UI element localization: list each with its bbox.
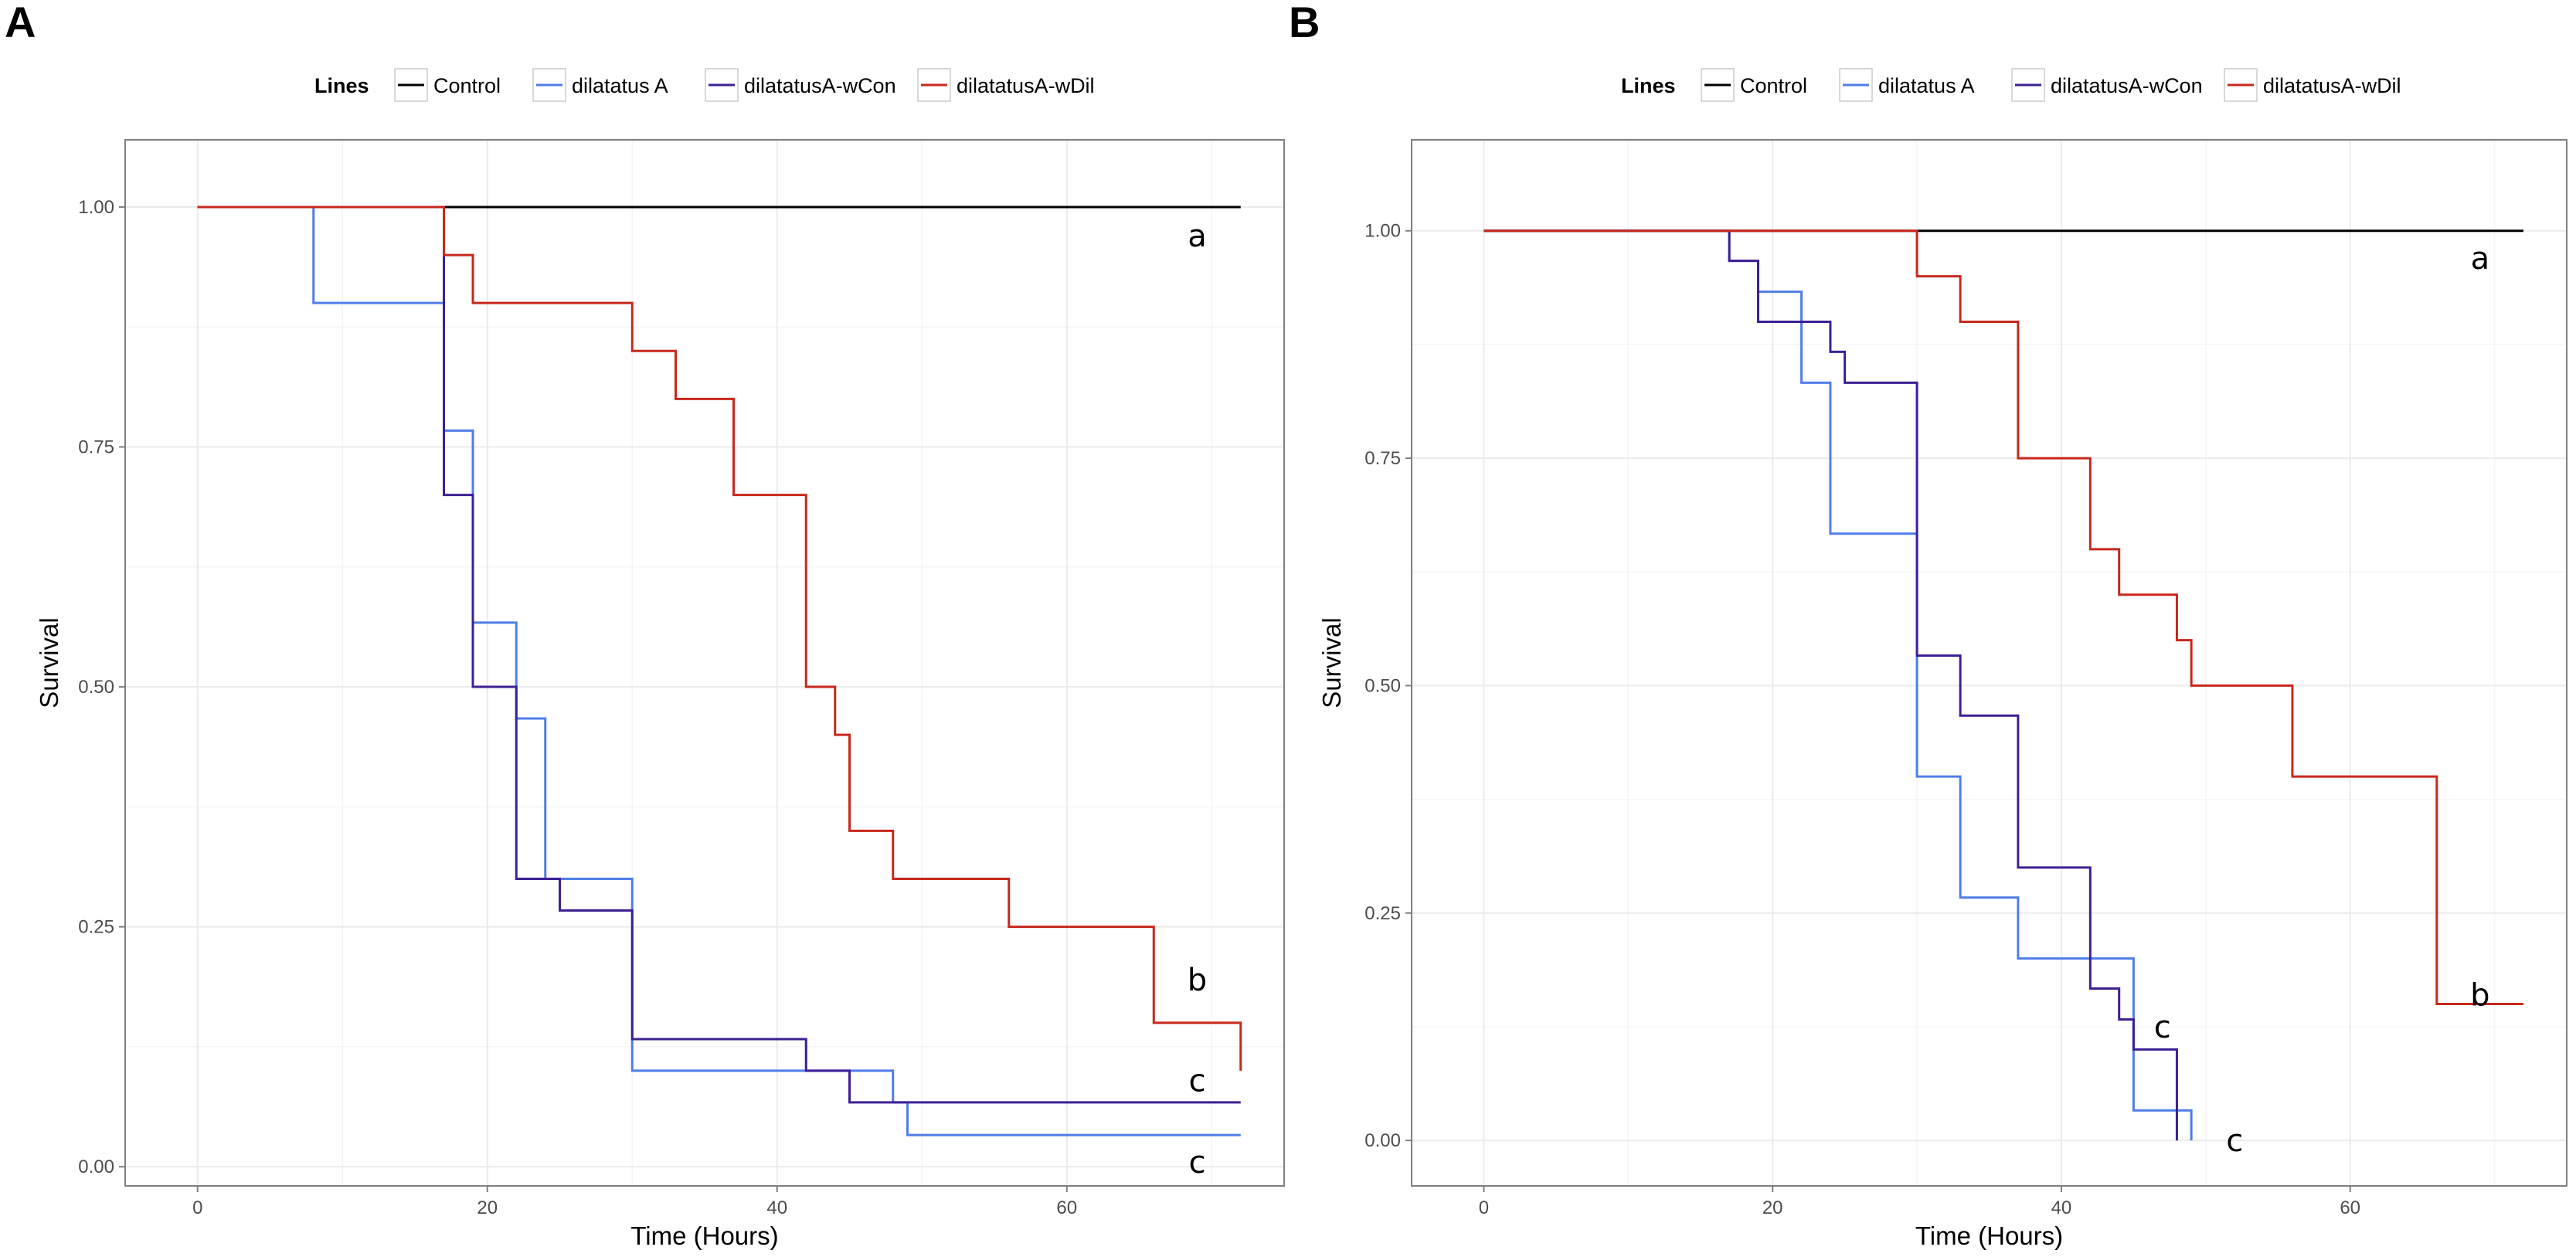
panel-b: B 0 20 40 60 0.00 0.25 0.50 0.75 1.00 Time (Hours)… xyxy=(1289,0,2568,1250)
plot-border xyxy=(1411,139,2568,1187)
significance-letter: c xyxy=(2226,1123,2243,1159)
x-tick-label: 60 xyxy=(1056,1198,1077,1218)
legend-label: dilatatusA-wDil xyxy=(957,74,1095,97)
legend-label: Control xyxy=(1740,74,1807,97)
significance-letter: a xyxy=(1188,219,1207,254)
legend-label: dilatatusA-wCon xyxy=(2051,74,2203,97)
significance-letter: c xyxy=(1189,1145,1206,1181)
y-tick-label: 1.00 xyxy=(1364,221,1401,242)
plot-border xyxy=(124,139,1285,1187)
legend: Lines Control dilatatus A dilatatusA-wCon di… xyxy=(1621,68,2401,102)
panel-letter: B xyxy=(1289,0,1320,46)
y-tick-label: 0.00 xyxy=(1364,1130,1401,1151)
y-tick-label: 0.25 xyxy=(1364,903,1401,924)
y-axis-title: Survival xyxy=(35,617,63,708)
legend-label: dilatatus A xyxy=(1878,74,1975,97)
legend-label: Control xyxy=(433,74,501,97)
y-tick-label: 0.50 xyxy=(78,677,114,698)
series-line-dilatatusa-wdil xyxy=(1483,229,2523,1006)
significance-letter: b xyxy=(2470,978,2489,1014)
y-tick-label: 0.00 xyxy=(78,1157,114,1177)
significance-letter: c xyxy=(2154,1010,2171,1045)
plot-area xyxy=(124,139,1285,1187)
legend-label: dilatatus A xyxy=(572,74,668,97)
panel-a: A 0 20 40 60 0.00 0.25 0.50 0.75 1.00 Time (Hours)… xyxy=(5,0,1285,1250)
legend-label: dilatatusA-wDil xyxy=(2263,74,2401,97)
panel-letter: A xyxy=(5,0,36,46)
x-tick-label: 40 xyxy=(766,1198,787,1218)
y-tick-label: 1.00 xyxy=(78,197,114,218)
x-tick-label: 0 xyxy=(1479,1198,1489,1218)
legend: Lines Control dilatatus A dilatatusA-wCon di… xyxy=(314,68,1095,102)
y-axis-title: Survival xyxy=(1317,617,1346,708)
y-tick-label: 0.75 xyxy=(1364,448,1401,469)
y-tick-label: 0.25 xyxy=(78,917,114,938)
x-tick-label: 0 xyxy=(192,1198,202,1218)
x-axis-title: Time (Hours) xyxy=(630,1221,778,1250)
y-tick-label: 0.50 xyxy=(1364,675,1401,696)
x-tick-label: 60 xyxy=(2340,1198,2360,1218)
significance-letter: b xyxy=(1188,963,1207,998)
y-tick-label: 0.75 xyxy=(78,437,114,458)
x-tick-label: 20 xyxy=(477,1198,498,1218)
legend-title: Lines xyxy=(314,74,369,97)
significance-letter: a xyxy=(2471,241,2490,277)
series-line-dilatatusa-wdil xyxy=(197,206,1242,1071)
legend-title: Lines xyxy=(1621,74,1676,97)
plot-area xyxy=(1411,139,2568,1187)
significance-letter: c xyxy=(1189,1063,1206,1099)
x-tick-label: 20 xyxy=(1762,1198,1783,1218)
x-tick-label: 40 xyxy=(2051,1198,2072,1218)
series-line-dilatatusa-wcon xyxy=(197,206,1241,1104)
series-line-dilatatusa-wcon xyxy=(1483,229,2178,1141)
x-axis-title: Time (Hours) xyxy=(1915,1221,2063,1250)
legend-label: dilatatusA-wCon xyxy=(744,74,896,97)
